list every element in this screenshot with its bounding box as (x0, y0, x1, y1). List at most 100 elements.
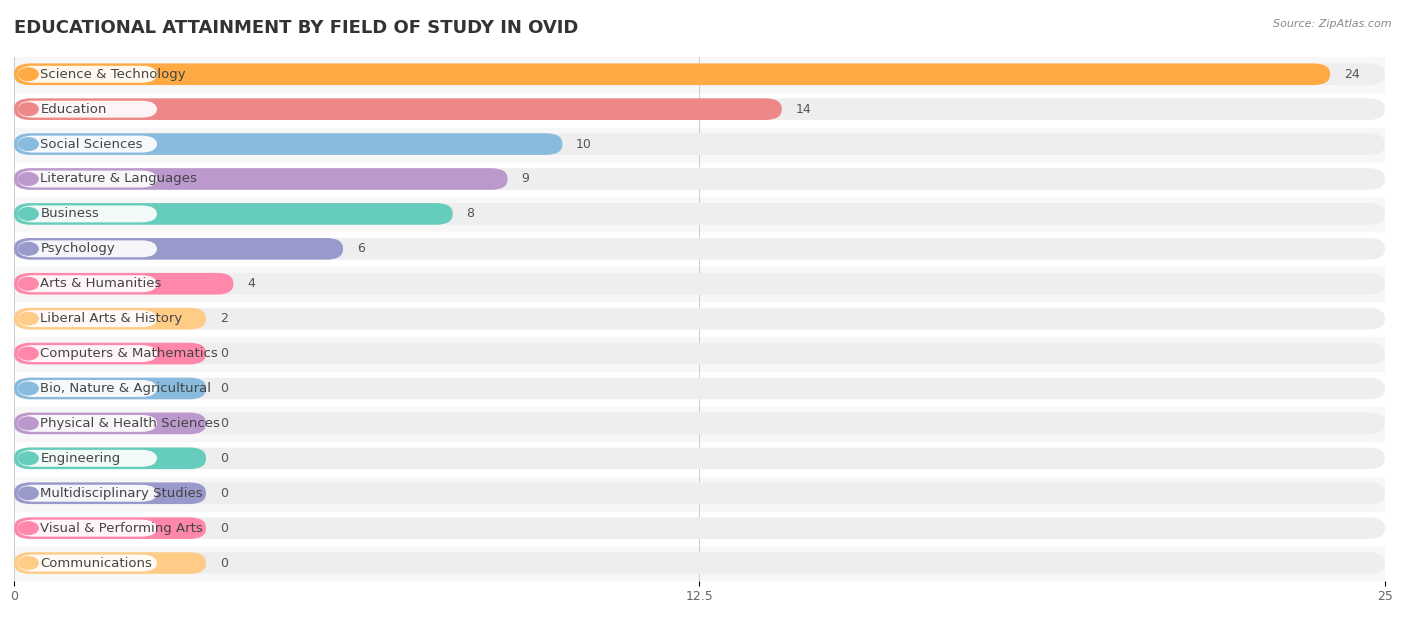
Bar (14, 546, 1385, 581)
FancyBboxPatch shape (14, 378, 207, 399)
FancyBboxPatch shape (14, 273, 233, 295)
Bar (14, 196, 1385, 232)
Text: Communications: Communications (41, 557, 152, 570)
Text: Literature & Languages: Literature & Languages (41, 172, 197, 186)
Text: Multidisciplinary Studies: Multidisciplinary Studies (41, 487, 202, 500)
FancyBboxPatch shape (14, 64, 1330, 85)
FancyBboxPatch shape (14, 238, 1385, 259)
Circle shape (18, 138, 38, 150)
Text: Physical & Health Sciences: Physical & Health Sciences (41, 417, 221, 430)
FancyBboxPatch shape (17, 485, 157, 502)
FancyBboxPatch shape (17, 136, 157, 153)
Bar (14, 266, 1385, 301)
FancyBboxPatch shape (14, 552, 1385, 574)
Circle shape (18, 278, 38, 290)
FancyBboxPatch shape (14, 413, 1385, 434)
FancyBboxPatch shape (17, 450, 157, 467)
Text: Computers & Mathematics: Computers & Mathematics (41, 347, 218, 360)
Text: Bio, Nature & Agricultural: Bio, Nature & Agricultural (41, 382, 211, 395)
FancyBboxPatch shape (17, 310, 157, 327)
Text: 8: 8 (467, 208, 474, 220)
FancyBboxPatch shape (14, 238, 343, 259)
FancyBboxPatch shape (14, 378, 1385, 399)
Bar (14, 91, 1385, 127)
Bar (14, 371, 1385, 406)
FancyBboxPatch shape (14, 273, 1385, 295)
Text: 9: 9 (522, 172, 529, 186)
Text: Source: ZipAtlas.com: Source: ZipAtlas.com (1274, 19, 1392, 29)
Circle shape (18, 173, 38, 186)
FancyBboxPatch shape (14, 517, 207, 539)
Circle shape (18, 382, 38, 395)
FancyBboxPatch shape (14, 343, 207, 364)
Text: 0: 0 (219, 487, 228, 500)
FancyBboxPatch shape (14, 447, 1385, 469)
FancyBboxPatch shape (17, 170, 157, 187)
Text: 0: 0 (219, 522, 228, 534)
FancyBboxPatch shape (14, 308, 207, 329)
FancyBboxPatch shape (14, 98, 1385, 120)
FancyBboxPatch shape (17, 66, 157, 83)
Text: Visual & Performing Arts: Visual & Performing Arts (41, 522, 202, 534)
Text: 6: 6 (357, 242, 364, 256)
Text: 10: 10 (576, 138, 592, 151)
Text: 0: 0 (219, 347, 228, 360)
Circle shape (18, 242, 38, 255)
FancyBboxPatch shape (14, 552, 207, 574)
Text: Liberal Arts & History: Liberal Arts & History (41, 312, 183, 325)
Text: EDUCATIONAL ATTAINMENT BY FIELD OF STUDY IN OVID: EDUCATIONAL ATTAINMENT BY FIELD OF STUDY… (14, 19, 578, 37)
Text: Arts & Humanities: Arts & Humanities (41, 277, 162, 290)
FancyBboxPatch shape (14, 343, 1385, 364)
Bar (14, 406, 1385, 441)
Text: Psychology: Psychology (41, 242, 115, 256)
Text: 0: 0 (219, 557, 228, 570)
Text: 2: 2 (219, 312, 228, 325)
FancyBboxPatch shape (14, 133, 562, 155)
FancyBboxPatch shape (14, 133, 1385, 155)
FancyBboxPatch shape (14, 413, 207, 434)
FancyBboxPatch shape (17, 240, 157, 257)
FancyBboxPatch shape (17, 555, 157, 572)
Text: 0: 0 (219, 452, 228, 465)
Circle shape (18, 557, 38, 569)
Text: 24: 24 (1344, 68, 1360, 81)
Bar (14, 57, 1385, 91)
Text: Education: Education (41, 103, 107, 115)
Circle shape (18, 487, 38, 500)
FancyBboxPatch shape (14, 203, 1385, 225)
FancyBboxPatch shape (14, 483, 207, 504)
Bar (14, 510, 1385, 546)
Text: Science & Technology: Science & Technology (41, 68, 186, 81)
Text: 0: 0 (219, 382, 228, 395)
FancyBboxPatch shape (14, 517, 1385, 539)
Circle shape (18, 452, 38, 464)
Bar (14, 232, 1385, 266)
Text: Business: Business (41, 208, 100, 220)
FancyBboxPatch shape (17, 275, 157, 292)
Bar (14, 476, 1385, 510)
Text: 4: 4 (247, 277, 254, 290)
Text: Social Sciences: Social Sciences (41, 138, 143, 151)
Bar (14, 336, 1385, 371)
Bar (14, 441, 1385, 476)
Text: 14: 14 (796, 103, 811, 115)
FancyBboxPatch shape (14, 308, 1385, 329)
Circle shape (18, 417, 38, 430)
FancyBboxPatch shape (17, 206, 157, 222)
FancyBboxPatch shape (14, 64, 1385, 85)
Circle shape (18, 68, 38, 81)
FancyBboxPatch shape (14, 447, 207, 469)
FancyBboxPatch shape (14, 98, 782, 120)
FancyBboxPatch shape (17, 380, 157, 397)
FancyBboxPatch shape (14, 168, 508, 190)
Circle shape (18, 208, 38, 220)
Circle shape (18, 522, 38, 534)
Text: Engineering: Engineering (41, 452, 121, 465)
Circle shape (18, 347, 38, 360)
FancyBboxPatch shape (17, 101, 157, 117)
Text: 0: 0 (219, 417, 228, 430)
Bar (14, 301, 1385, 336)
FancyBboxPatch shape (14, 483, 1385, 504)
Circle shape (18, 103, 38, 115)
FancyBboxPatch shape (14, 168, 1385, 190)
